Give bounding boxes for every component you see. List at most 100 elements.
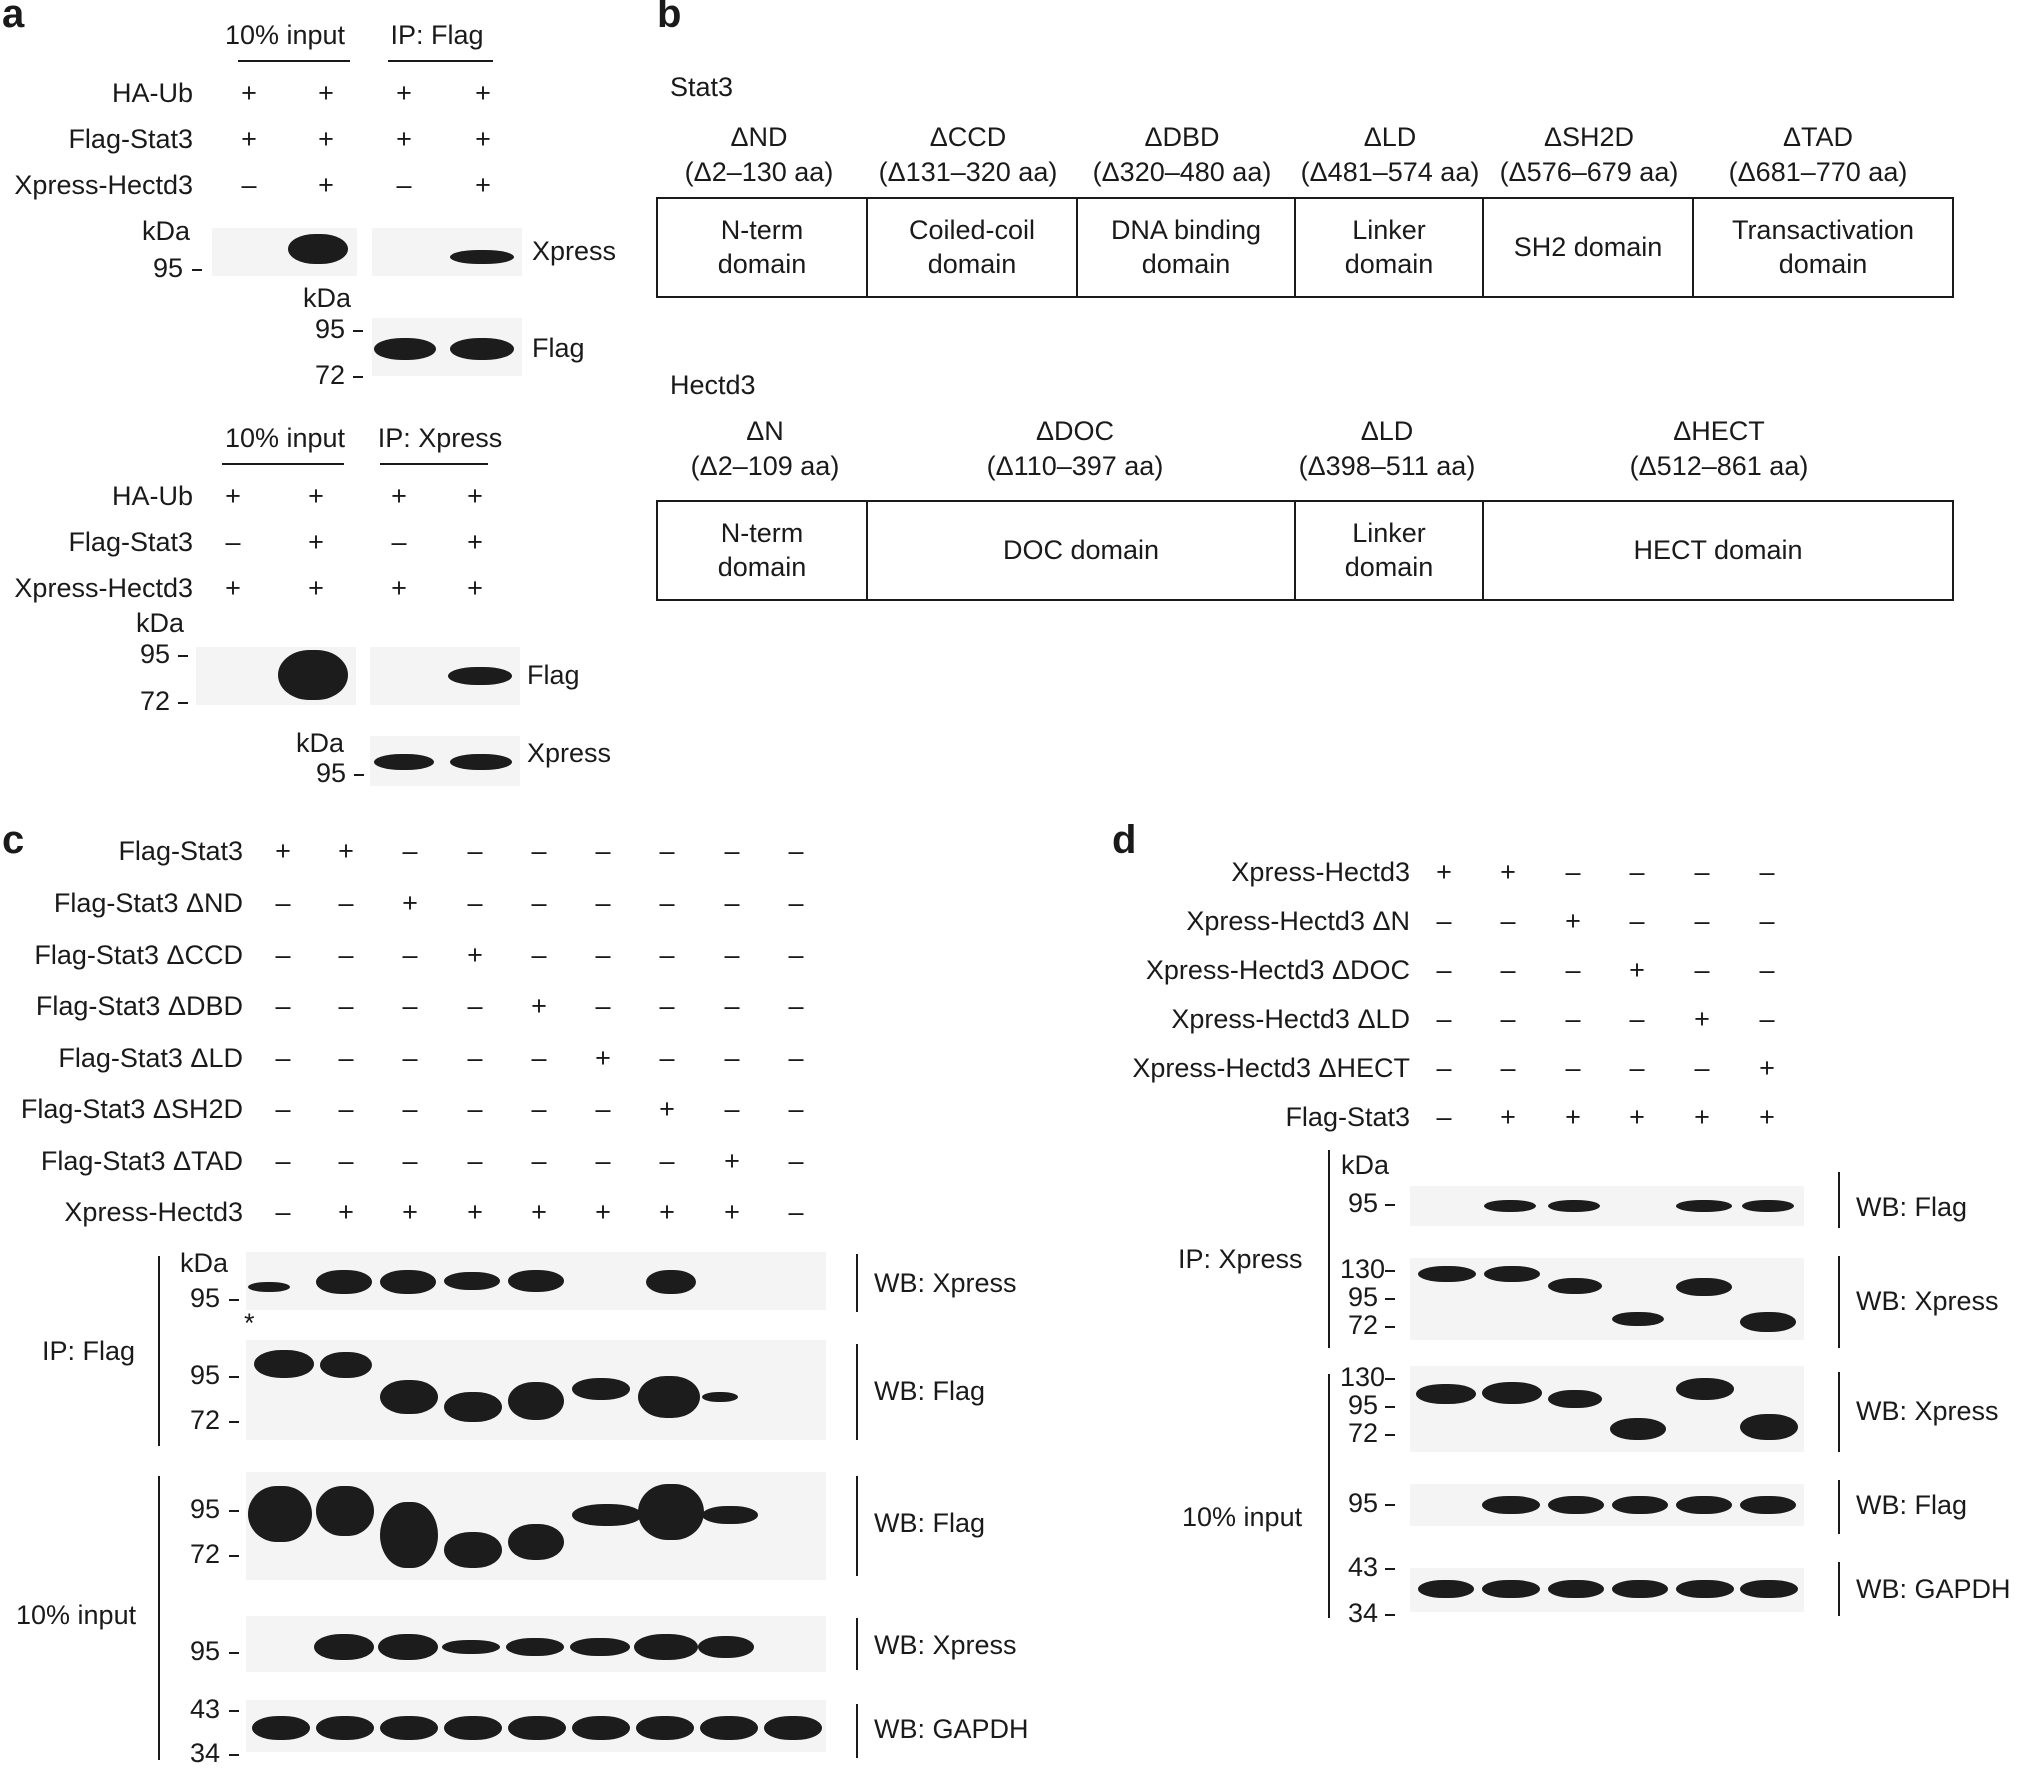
sign: – xyxy=(788,888,804,918)
band xyxy=(1418,1266,1476,1282)
deletion-header: ΔN (Δ2–109 aa) xyxy=(673,414,857,484)
sign: – xyxy=(788,1146,804,1176)
band xyxy=(572,1378,630,1400)
domain-cell: HECT domain xyxy=(1484,502,1952,599)
mw-tick xyxy=(1385,1326,1395,1328)
band xyxy=(316,1486,374,1536)
deletion-name: ΔND xyxy=(730,122,788,152)
sign: + xyxy=(1759,1102,1775,1132)
band xyxy=(1418,1580,1474,1598)
domain-line: DNA binding xyxy=(1110,214,1262,245)
blot-strip xyxy=(246,1616,826,1672)
deletion-name: ΔHECT xyxy=(1673,416,1765,446)
sign: – xyxy=(275,991,291,1021)
sign: – xyxy=(1500,1053,1516,1083)
blot-label: Flag xyxy=(532,333,585,363)
band xyxy=(570,1638,630,1656)
group-label-ip: IP: Xpress xyxy=(377,423,503,453)
blot-strip xyxy=(1410,1568,1804,1612)
mw-tick xyxy=(1385,1568,1395,1570)
sign: – xyxy=(275,1197,291,1227)
sign: – xyxy=(396,170,412,200)
domain-line: domain xyxy=(1778,248,1868,279)
sign: – xyxy=(659,1146,675,1176)
domain-line: domain xyxy=(1344,248,1434,279)
sign: – xyxy=(1436,906,1452,936)
sign: – xyxy=(595,940,611,970)
deletion-header: ΔCCD (Δ131–320 aa) xyxy=(866,120,1070,190)
blot-bracket xyxy=(1838,1372,1840,1452)
sign: + xyxy=(308,573,324,603)
blot-strip xyxy=(196,647,356,705)
condition-label: Xpress-Hectd3 xyxy=(1231,857,1410,887)
blot-label: WB: Flag xyxy=(1856,1192,1968,1222)
sign: – xyxy=(402,1094,418,1124)
sign: + xyxy=(467,940,483,970)
condition-label: Xpress-Hectd3 ΔLD xyxy=(1171,1004,1410,1034)
band xyxy=(444,1392,502,1422)
mw-marker: 95 xyxy=(190,1636,221,1666)
sign: + xyxy=(1565,906,1581,936)
sign: – xyxy=(724,1043,740,1073)
sign: – xyxy=(788,1043,804,1073)
band xyxy=(1610,1418,1666,1440)
band xyxy=(1416,1384,1476,1404)
blot-label: Xpress xyxy=(532,236,617,266)
band xyxy=(1548,1200,1600,1212)
blot-strip xyxy=(246,1700,826,1752)
kda-label: kDa xyxy=(1341,1150,1390,1180)
sign: – xyxy=(275,1146,291,1176)
blot-label: WB: Xpress xyxy=(1856,1286,1999,1316)
sign: + xyxy=(595,1197,611,1227)
section-bracket xyxy=(1328,1374,1330,1618)
mw-marker: 72 xyxy=(1348,1310,1379,1340)
blot-label: WB: GAPDH xyxy=(874,1714,1029,1744)
domain-line: domain xyxy=(1141,248,1231,279)
sign: – xyxy=(402,1043,418,1073)
group-underline xyxy=(238,60,350,62)
condition-label: Flag-Stat3 ΔDBD xyxy=(35,991,243,1021)
blot-strip xyxy=(246,1340,826,1440)
mw-marker: 72 xyxy=(140,686,171,716)
condition-label: Flag-Stat3 xyxy=(68,124,193,154)
band xyxy=(1484,1200,1536,1212)
sign: + xyxy=(467,527,483,557)
deletion-range: (Δ512–861 aa) xyxy=(1629,451,1809,482)
deletion-name: ΔLD xyxy=(1360,416,1414,446)
sign: – xyxy=(338,991,354,1021)
mw-marker: 95 xyxy=(1348,1488,1379,1518)
domain-cell: Linker domain xyxy=(1296,199,1484,296)
sign: – xyxy=(1629,906,1645,936)
mw-tick xyxy=(1385,1270,1395,1272)
sign: – xyxy=(724,940,740,970)
mw-tick xyxy=(1385,1434,1395,1436)
mw-tick xyxy=(353,330,363,332)
deletion-range: (Δ2–130 aa) xyxy=(684,157,834,188)
mw-tick xyxy=(229,1652,239,1654)
domain-line: domain xyxy=(717,551,807,582)
sign: – xyxy=(1629,1004,1645,1034)
band xyxy=(508,1524,564,1560)
kda-label: kDa xyxy=(180,1248,229,1278)
sign: – xyxy=(391,527,407,557)
band xyxy=(702,1392,738,1402)
mw-marker: 72 xyxy=(315,360,346,390)
band xyxy=(638,1376,700,1418)
sign: – xyxy=(724,888,740,918)
sign: – xyxy=(788,991,804,1021)
band xyxy=(1676,1200,1732,1212)
deletion-header: ΔDOC (Δ110–397 aa) xyxy=(970,414,1180,484)
blot-strip xyxy=(1410,1186,1804,1226)
sign: – xyxy=(1565,955,1581,985)
band xyxy=(572,1716,630,1740)
blot-bracket xyxy=(1838,1256,1840,1348)
condition-label: Flag-Stat3 xyxy=(1285,1102,1410,1132)
sign: – xyxy=(1759,1004,1775,1034)
blot-label: WB: Xpress xyxy=(1856,1396,1999,1426)
band xyxy=(380,1716,438,1740)
deletion-header: ΔHECT (Δ512–861 aa) xyxy=(1614,414,1824,484)
condition-label: Xpress-Hectd3 ΔDOC xyxy=(1145,955,1410,985)
sign: – xyxy=(531,1094,547,1124)
mw-marker: 34 xyxy=(1348,1598,1379,1628)
sign: + xyxy=(467,573,483,603)
